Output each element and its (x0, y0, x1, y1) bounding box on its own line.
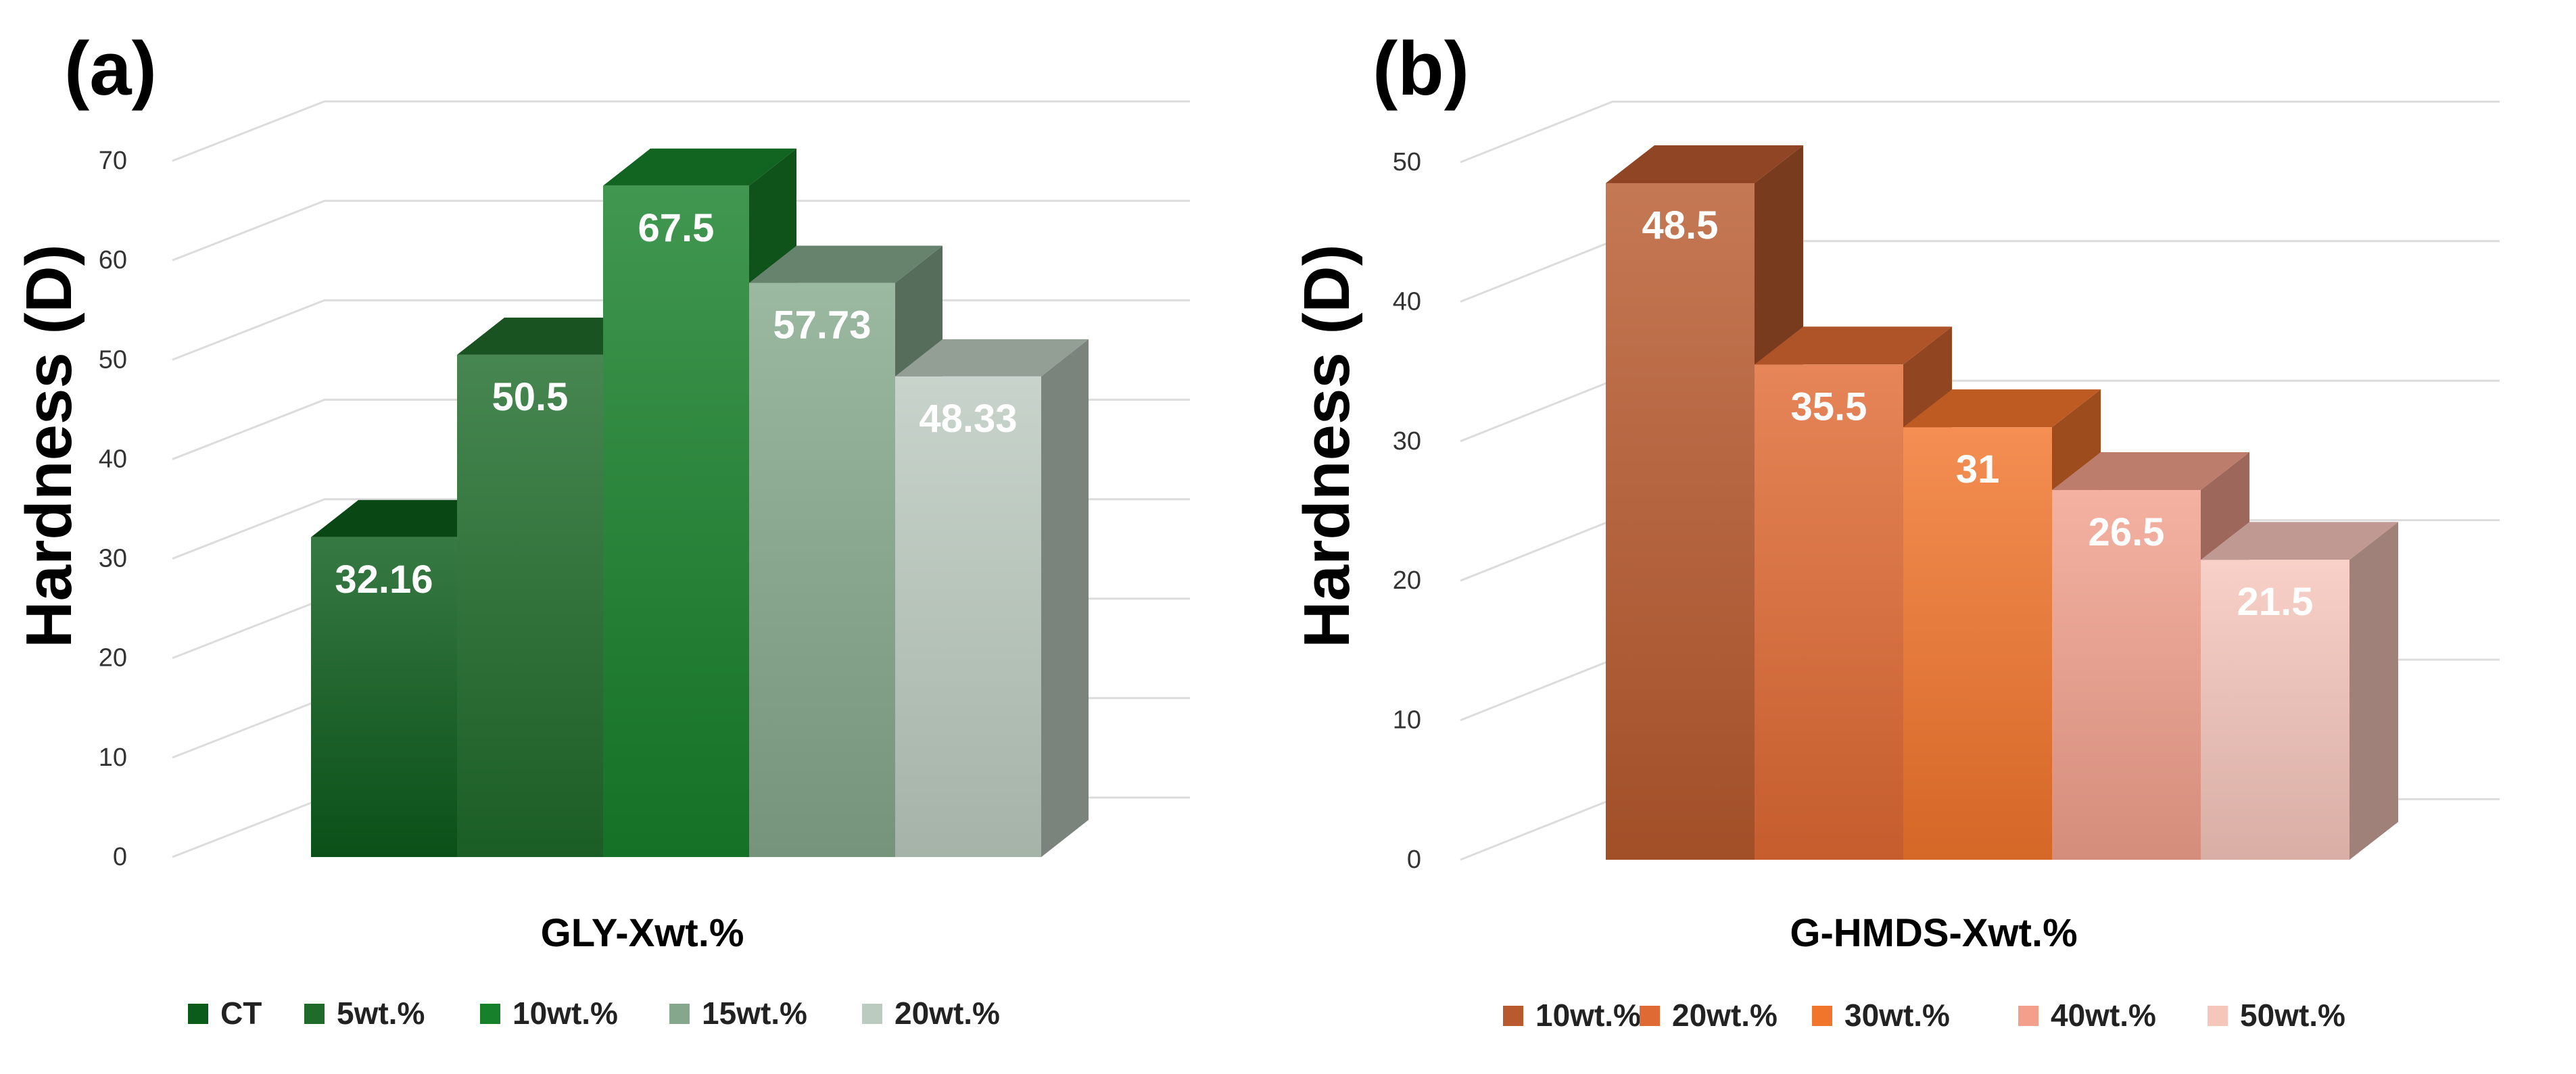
data-label: 48.33 (919, 397, 1017, 441)
bars: 32.16 50.5 67.5 57.73 48.33 (311, 149, 1089, 857)
legend-swatch (480, 1004, 500, 1024)
legend-item: 5wt.% (304, 996, 425, 1031)
legend-label: CT (220, 996, 262, 1031)
legend-label: 40wt.% (2051, 998, 2156, 1033)
legend-swatch (2018, 1006, 2038, 1026)
legend-swatch (669, 1004, 690, 1024)
y-tick-label: 40 (99, 445, 127, 473)
legend-item: 15wt.% (669, 996, 807, 1031)
legend: 10wt.% 20wt.% 30wt.% 40wt.% 50wt.% (1503, 998, 2345, 1033)
data-label: 35.5 (1791, 385, 1867, 429)
legend-swatch (1812, 1006, 1832, 1026)
data-label: 31 (1956, 447, 2000, 491)
bar: 48.33 (895, 339, 1089, 857)
panel-b: (b) Hardness (D) G-HMDS-Xwt.% 0 10 20 30 40 5… (1291, 26, 2500, 1033)
x-axis-title: GLY-Xwt.% (541, 911, 744, 955)
bar-front (1903, 427, 2052, 860)
legend-swatch (862, 1004, 882, 1024)
x-axis-title: G-HMDS-Xwt.% (1790, 911, 2077, 955)
y-tick-label: 40 (1393, 287, 1421, 316)
legend-label: 30wt.% (1844, 998, 1950, 1033)
legend-label: 20wt.% (1672, 998, 1778, 1033)
legend-label: 50wt.% (2240, 998, 2345, 1033)
bar-side (1041, 339, 1089, 857)
y-tick-label: 0 (113, 843, 127, 871)
legend-item: 40wt.% (2018, 998, 2156, 1033)
bar-front (749, 283, 895, 857)
bar-front (603, 186, 749, 857)
y-tick-label: 70 (99, 147, 127, 175)
y-tick-labels: 0 10 20 30 40 50 60 70 (99, 147, 127, 871)
data-label: 26.5 (2089, 510, 2165, 554)
legend-label: 10wt.% (1535, 998, 1641, 1033)
bar: 21.5 (2201, 522, 2398, 860)
panel-label: (a) (64, 26, 157, 111)
data-label: 67.5 (638, 206, 715, 250)
data-label: 50.5 (492, 375, 569, 419)
bar-front (1755, 364, 1903, 860)
legend-item: 20wt.% (862, 996, 1000, 1031)
legend-item: 50wt.% (2208, 998, 2345, 1033)
bars: 48.5 35.5 31 26.5 21.5 (1606, 145, 2398, 860)
y-tick-label: 50 (1393, 148, 1421, 176)
y-tick-labels: 0 10 20 30 40 50 (1393, 148, 1421, 874)
y-tick-label: 50 (99, 345, 127, 374)
legend-label: 10wt.% (512, 996, 618, 1031)
legend-swatch (1503, 1006, 1523, 1026)
y-tick-label: 10 (99, 743, 127, 772)
bar-front (895, 376, 1041, 857)
bar-front (457, 355, 603, 857)
legend-item: CT (188, 996, 262, 1031)
y-tick-label: 20 (1393, 566, 1421, 595)
y-tick-label: 60 (99, 246, 127, 274)
data-label: 57.73 (773, 303, 871, 347)
data-label: 21.5 (2237, 580, 2314, 624)
grid-line (1460, 101, 2500, 162)
legend-item: 30wt.% (1812, 998, 1950, 1033)
legend-item: 10wt.% (1503, 998, 1641, 1033)
legend-swatch (2208, 1006, 2228, 1026)
y-tick-label: 20 (99, 644, 127, 673)
legend-item: 20wt.% (1640, 998, 1778, 1033)
legend-label: 20wt.% (895, 996, 1000, 1031)
legend-swatch (1640, 1006, 1660, 1026)
y-tick-label: 30 (1393, 427, 1421, 456)
legend-label: 5wt.% (337, 996, 425, 1031)
data-label: 48.5 (1642, 203, 1719, 247)
legend-swatch (188, 1004, 208, 1024)
panel-label: (b) (1373, 26, 1469, 111)
bar-side (2350, 522, 2398, 860)
legend-item: 10wt.% (480, 996, 618, 1031)
legend-swatch (304, 1004, 325, 1024)
y-tick-label: 10 (1393, 706, 1421, 735)
legend: CT 5wt.% 10wt.% 15wt.% 20wt.% (188, 996, 1000, 1031)
y-axis-title: Hardness (D) (13, 244, 85, 648)
legend-label: 15wt.% (702, 996, 807, 1031)
y-tick-label: 30 (99, 545, 127, 573)
bar-front (1606, 183, 1755, 860)
panel-a: (a) Hardness (D) GLY-Xwt.% 0 10 20 30 40 50 60… (13, 26, 1190, 1031)
y-tick-label: 0 (1407, 846, 1421, 874)
y-axis-title: Hardness (D) (1291, 244, 1363, 648)
data-label: 32.16 (335, 558, 433, 602)
